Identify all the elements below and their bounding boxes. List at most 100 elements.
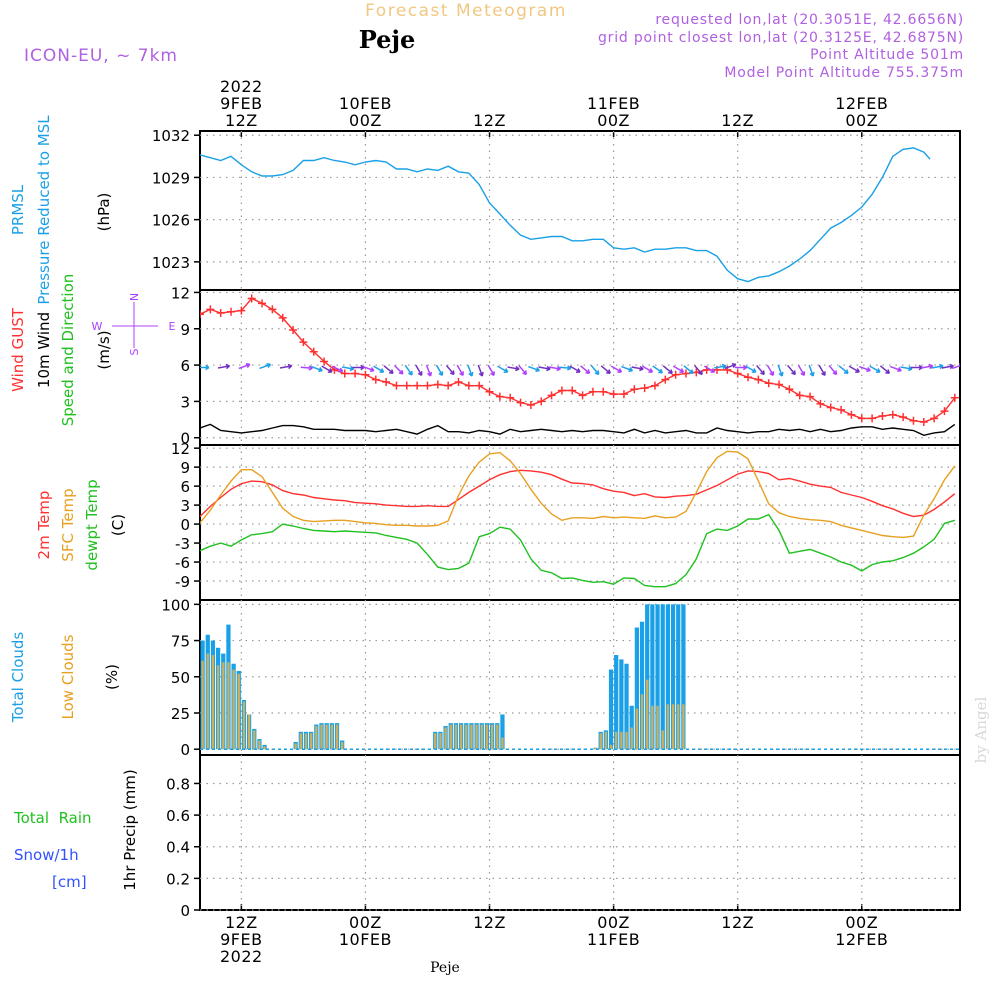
wind-arrow (683, 365, 694, 375)
gust-marker (795, 391, 804, 400)
credit-label: by Angel (972, 696, 990, 763)
panel-clouds: 0 25 50 75 100 Total Clouds Low Clouds (%) (9, 596, 961, 759)
wind-arrow (415, 364, 423, 376)
wind-arrow (404, 364, 413, 376)
wind-arrow (787, 364, 796, 376)
gust-marker (599, 387, 608, 396)
plot-area (200, 450, 956, 588)
wind-arrow (425, 364, 433, 377)
bar-total-clouds (670, 604, 676, 750)
gust-marker (237, 306, 246, 315)
wind-arrow (703, 365, 716, 373)
bar-low-clouds (449, 724, 452, 750)
bar-low-clouds (299, 733, 303, 750)
series-line (200, 469, 956, 518)
wind-arrow (217, 363, 231, 370)
bar-low-clouds (434, 733, 437, 750)
gust-marker (661, 375, 670, 384)
y-axis-label: Pressure Reduced to MSL (35, 115, 53, 305)
bar-low-clouds (294, 743, 297, 750)
panel-frame (199, 130, 961, 291)
time-label-top: 12Z (473, 111, 506, 130)
time-label-top: 10FEB (339, 94, 392, 113)
time-label-bottom: 9FEB (220, 930, 262, 949)
y-tick-label: 0 (180, 430, 190, 448)
bar-low-clouds (620, 731, 623, 750)
time-label-top: 00Z (597, 111, 630, 130)
wind-arrow (848, 365, 860, 373)
y-tick-label: 1029 (152, 169, 190, 187)
wind-arrow (652, 365, 663, 374)
bar-low-clouds (480, 724, 483, 750)
bar-low-clouds (646, 679, 649, 750)
wind-arrow (777, 364, 784, 377)
gust-marker (200, 310, 204, 319)
wind-arrow (745, 365, 757, 373)
gust-marker (764, 379, 773, 388)
gust-marker (444, 381, 453, 390)
gust-marker (681, 369, 690, 378)
wind-arrow (352, 364, 365, 371)
gust-marker (278, 313, 287, 322)
gust-marker (206, 305, 215, 314)
wind-arrow (300, 365, 313, 371)
wind-arrow (259, 362, 272, 370)
bar-total-clouds (619, 659, 624, 750)
bar-low-clouds (247, 714, 251, 750)
bar-low-clouds (630, 727, 633, 750)
bar-total-clouds (634, 627, 639, 750)
y-axis-label: (m/s) (95, 330, 113, 369)
bar-low-clouds (651, 705, 654, 750)
y-tick-label: -9 (175, 573, 190, 591)
gust-marker (454, 378, 463, 387)
compass-s: S (128, 348, 141, 355)
location-title: Peje (359, 25, 416, 54)
time-label-top: 11FEB (587, 94, 640, 113)
gust-marker (888, 410, 897, 419)
y-axis-label: (%) (103, 664, 121, 690)
gust-marker (258, 299, 267, 308)
bar-low-clouds (470, 724, 473, 750)
y-tick-label: -3 (175, 535, 190, 553)
footer-location: Peje (430, 960, 460, 976)
gust-marker (775, 380, 784, 389)
wind-arrow (766, 364, 775, 376)
wind-arrow (394, 365, 404, 375)
gust-marker (475, 381, 484, 390)
wind-arrow (714, 363, 727, 370)
y-tick-label: 3 (180, 497, 190, 515)
side-label: Snow/1h (14, 846, 79, 864)
compass-e: E (169, 320, 176, 333)
bar-total-clouds (608, 669, 614, 750)
gust-marker (588, 387, 597, 396)
wind-arrow (641, 365, 654, 373)
wind-arrow (756, 364, 765, 376)
wind-arrow (879, 365, 891, 375)
model-point-altitude: Model Point Altitude 755.375m (724, 65, 964, 81)
wind-arrow (797, 364, 806, 376)
model-label: ICON-EU, ~ 7km (24, 46, 178, 66)
gust-marker (909, 416, 918, 425)
y-axis-label: (hPa) (95, 193, 113, 232)
gust-marker (464, 381, 473, 390)
gust-marker (320, 357, 329, 366)
series-line (200, 297, 956, 423)
y-axis-label: dewpt Temp (83, 479, 101, 570)
gust-marker (371, 375, 380, 384)
wind-arrow (538, 365, 551, 372)
wind-arrow (467, 364, 474, 377)
time-label-bottom: 10FEB (339, 930, 392, 949)
y-axis-label: Total Clouds (9, 632, 27, 724)
wind-arrow (838, 365, 849, 375)
compass-w: W (92, 320, 103, 333)
wind-arrow (331, 365, 344, 373)
wind-arrow (931, 363, 944, 370)
gust-marker (806, 392, 815, 401)
bar-total-clouds (681, 604, 686, 750)
y-axis-label: 2m Temp (35, 491, 53, 560)
gust-marker (930, 414, 939, 423)
bar-low-clouds (253, 730, 256, 750)
gust-marker (868, 414, 877, 423)
compass-legend: N S W E (92, 293, 176, 356)
